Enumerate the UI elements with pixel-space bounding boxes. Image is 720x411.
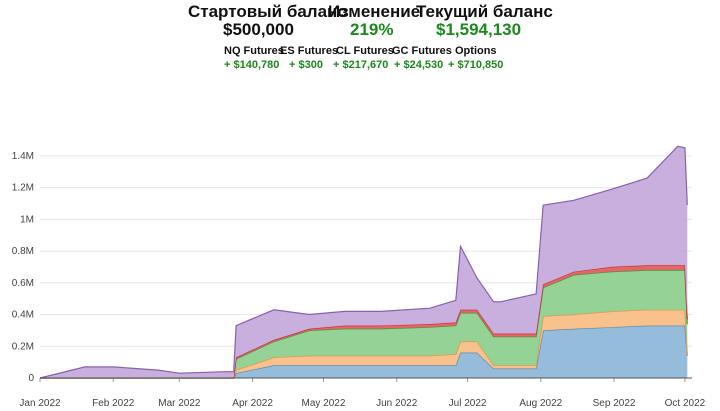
gc-futures-label: GC Futures — [392, 45, 452, 57]
gc-futures-value: + $24,530 — [394, 59, 444, 71]
x-tick-label: Mar 2022 — [158, 398, 201, 409]
change-label: Изменение — [328, 2, 421, 21]
axes: 0 0.2M 0.4M 0.6M 0.8M 1M 1.2M 1.4M Jan 2022 Feb 2… — [12, 151, 706, 409]
start-balance-value: $500,000 — [223, 20, 294, 39]
x-tick-label: Apr 2022 — [232, 398, 273, 409]
y-tick-label: 0.6M — [12, 278, 34, 289]
change-value: 219% — [350, 20, 394, 39]
cl-futures-value: + $217,670 — [333, 59, 389, 71]
options-label: Options — [455, 45, 497, 57]
y-tick-label: 1M — [20, 214, 34, 225]
nq-futures-value: + $140,780 — [224, 59, 280, 71]
x-tick-label: Jan 2022 — [19, 398, 61, 409]
options-area — [40, 146, 688, 378]
y-tick-label: 0.2M — [12, 341, 34, 352]
y-tick-label: 0.4M — [12, 310, 34, 321]
y-tick-label: 0.8M — [12, 246, 34, 257]
options-value: + $710,850 — [448, 59, 504, 71]
y-tick-label: 0 — [28, 373, 34, 384]
x-tick-label: Oct 2022 — [665, 398, 706, 409]
x-tick-label: May 2022 — [302, 398, 346, 409]
es-futures-value: + $300 — [289, 59, 323, 71]
start-balance-label: Стартовый баланс — [188, 2, 347, 21]
cl-futures-label: CL Futures — [336, 45, 394, 57]
es-futures-label: ES Futures — [280, 45, 339, 57]
current-balance-value: $1,594,130 — [436, 20, 522, 39]
stacked-areas — [39, 145, 688, 379]
y-tick-label: 1.2M — [12, 183, 34, 194]
x-tick-label: Jun 2022 — [376, 398, 418, 409]
y-tick-label: 1.4M — [12, 151, 34, 162]
x-tick-label: Sep 2022 — [593, 398, 636, 409]
nq-futures-label: NQ Futures — [224, 45, 284, 57]
summary-panel: Стартовый баланс $500,000 Изменение 219%… — [0, 0, 720, 110]
options-line — [39, 145, 688, 379]
x-tick-label: Aug 2022 — [519, 398, 562, 409]
x-tick-label: Feb 2022 — [92, 398, 135, 409]
cl-futures-area — [40, 270, 688, 378]
nq-futures-area — [40, 325, 688, 378]
current-balance-label: Текущий баланс — [416, 2, 553, 21]
es-futures-area — [40, 309, 688, 378]
x-tick-label: Jul 2022 — [449, 398, 487, 409]
